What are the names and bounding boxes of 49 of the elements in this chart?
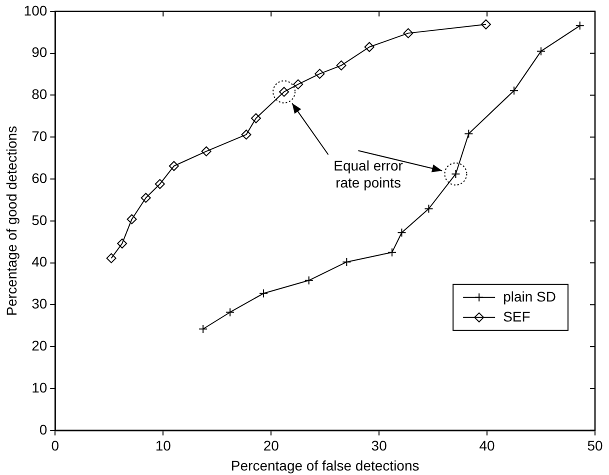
point	[575, 21, 584, 30]
point	[424, 204, 434, 214]
x-tick-label: 30	[371, 438, 388, 454]
point	[140, 192, 151, 203]
y-tick-label: 20	[32, 337, 48, 354]
y-tick-label: 60	[32, 170, 48, 186]
point	[342, 257, 352, 266]
point	[259, 288, 268, 298]
x-tick-label: 0	[51, 438, 60, 454]
point	[126, 214, 137, 224]
x-tick-label: 40	[479, 438, 496, 454]
legend-label: plain SD	[503, 288, 556, 304]
point	[314, 68, 325, 79]
y-tick-label: 10	[32, 379, 48, 396]
point	[198, 324, 208, 334]
y-tick-label: 70	[32, 128, 48, 144]
annotation: Equal error rate points	[334, 158, 404, 191]
point	[536, 46, 546, 56]
point	[397, 228, 406, 238]
y-tick-label: 30	[32, 296, 48, 312]
point	[201, 146, 212, 156]
point	[480, 19, 491, 30]
y-tick-label: 100	[24, 2, 48, 18]
point	[403, 28, 414, 38]
point	[388, 248, 397, 257]
point	[117, 238, 128, 249]
point	[168, 161, 179, 172]
legend-label: SEF	[503, 308, 530, 324]
y-tick-label: 40	[32, 254, 48, 270]
point	[464, 129, 474, 138]
point	[304, 276, 314, 285]
y-tick-label: 90	[32, 44, 48, 60]
y-tick-label: 80	[32, 86, 48, 102]
x-tick-label: 20	[263, 438, 280, 454]
point	[293, 79, 304, 90]
point	[250, 113, 261, 124]
point	[336, 60, 346, 70]
point	[226, 308, 235, 317]
x-axis-title: Percentage of false detections	[230, 457, 420, 474]
y-tick-label: 0	[39, 421, 48, 438]
point	[364, 42, 374, 52]
y-axis-title: Percentage of good detections	[3, 126, 20, 316]
x-tick-label: 50	[587, 438, 603, 454]
point	[510, 86, 519, 96]
point	[154, 179, 165, 190]
x-tick-label: 10	[155, 438, 172, 454]
point	[106, 253, 116, 264]
point	[241, 130, 252, 140]
y-tick-label: 50	[32, 212, 48, 228]
